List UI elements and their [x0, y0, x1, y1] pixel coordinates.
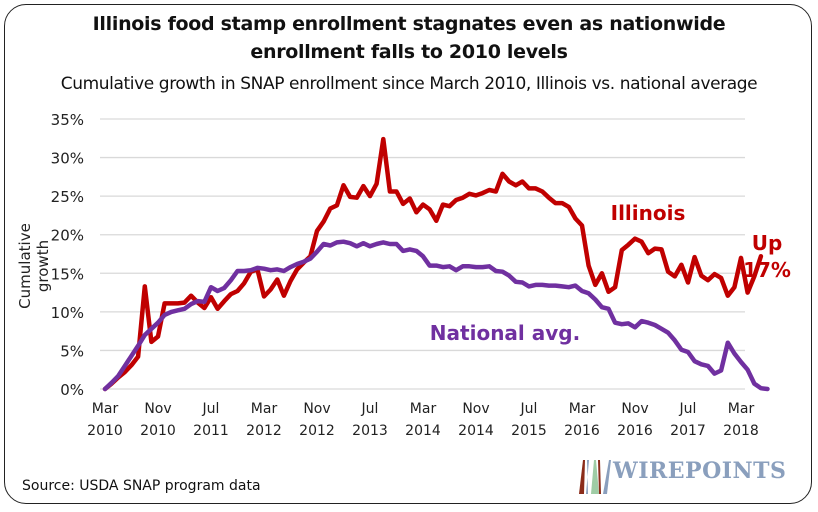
x-tick-labels: Mar 2010 Nov 2010 Jul 2011 Mar 2012 Nov 2012 Jul 20…: [87, 401, 759, 439]
x-tick-label: Jul 2011: [193, 401, 229, 439]
chart-title-line-2: enrollment falls to 2010 levels: [250, 41, 568, 63]
y-tick-label: 10%: [51, 304, 84, 322]
series-line-illinois: [102, 136, 764, 392]
x-tick-month: Nov: [462, 401, 489, 417]
source-note: Source: USDA SNAP program data: [22, 478, 261, 494]
y-tick-label: 5%: [60, 342, 84, 360]
percent-change-label: 17%: [743, 258, 791, 282]
x-tick-year: 2010: [140, 423, 176, 439]
y-tick-label: 20%: [51, 227, 84, 245]
annotations: Illinois Up 17% National avg.: [430, 201, 791, 345]
x-tick-label: Mar 2010: [87, 401, 123, 439]
x-tick-month: Jul: [520, 401, 538, 417]
x-tick-label: Mar 2014: [405, 401, 441, 439]
x-tick-year: 2018: [723, 423, 759, 439]
x-tick-year: 2015: [511, 423, 547, 439]
up-label: Up: [752, 231, 783, 255]
x-tick-month: Mar: [728, 401, 755, 417]
x-tick-label: Mar 2018: [723, 401, 759, 439]
x-tick-month: Jul: [361, 401, 379, 417]
x-tick-label: Jul 2013: [352, 401, 388, 439]
x-tick-year: 2010: [87, 423, 123, 439]
x-tick-year: 2011: [193, 423, 229, 439]
y-tick-labels: 0% 5% 10% 15% 20% 25% 30% 35%: [51, 111, 84, 399]
y-tick-label: 15%: [51, 265, 84, 283]
x-tick-month: Nov: [144, 401, 171, 417]
y-tick-label: 35%: [51, 111, 84, 129]
national-avg-label: National avg.: [430, 321, 580, 345]
x-tick-month: Jul: [679, 401, 697, 417]
wirepoints-logo: WIREPOINTS: [575, 450, 805, 496]
x-tick-month: Mar: [251, 401, 278, 417]
x-tick-label: Nov 2016: [617, 401, 653, 439]
x-tick-year: 2016: [617, 423, 653, 439]
x-tick-label: Mar 2016: [564, 401, 600, 439]
logo-text: WIREPOINTS: [613, 458, 787, 484]
x-tick-month: Jul: [202, 401, 220, 417]
gridlines: [100, 118, 745, 390]
chart-subtitle: Cumulative growth in SNAP enrollment sin…: [60, 74, 758, 94]
y-tick-label: 0%: [60, 381, 84, 399]
x-tick-year: 2014: [405, 423, 441, 439]
chart-title-line-1: Illinois food stamp enrollment stagnates…: [92, 13, 726, 35]
x-tick-label: Nov 2014: [458, 401, 494, 439]
y-tick-label: 30%: [51, 150, 84, 168]
x-tick-year: 2016: [564, 423, 600, 439]
x-tick-label: Jul 2015: [511, 401, 547, 439]
illinois-label: Illinois: [611, 201, 686, 225]
series-line-national-avg: [102, 239, 770, 392]
x-tick-month: Nov: [303, 401, 330, 417]
series-lines: [102, 136, 770, 392]
x-tick-year: 2014: [458, 423, 494, 439]
x-tick-label: Nov 2012: [299, 401, 335, 439]
x-tick-year: 2012: [246, 423, 282, 439]
x-tick-month: Mar: [410, 401, 437, 417]
x-tick-month: Nov: [621, 401, 648, 417]
y-tick-label: 25%: [51, 188, 84, 206]
x-tick-year: 2013: [352, 423, 388, 439]
x-tick-label: Mar 2012: [246, 401, 282, 439]
logo-mark-icon: [579, 460, 611, 494]
chart-frame: [4, 4, 812, 504]
x-tick-month: Mar: [92, 401, 119, 417]
x-tick-label: Nov 2010: [140, 401, 176, 439]
x-tick-year: 2012: [299, 423, 335, 439]
x-tick-label: Jul 2017: [670, 401, 706, 439]
x-tick-month: Mar: [569, 401, 596, 417]
x-tick-year: 2017: [670, 423, 706, 439]
